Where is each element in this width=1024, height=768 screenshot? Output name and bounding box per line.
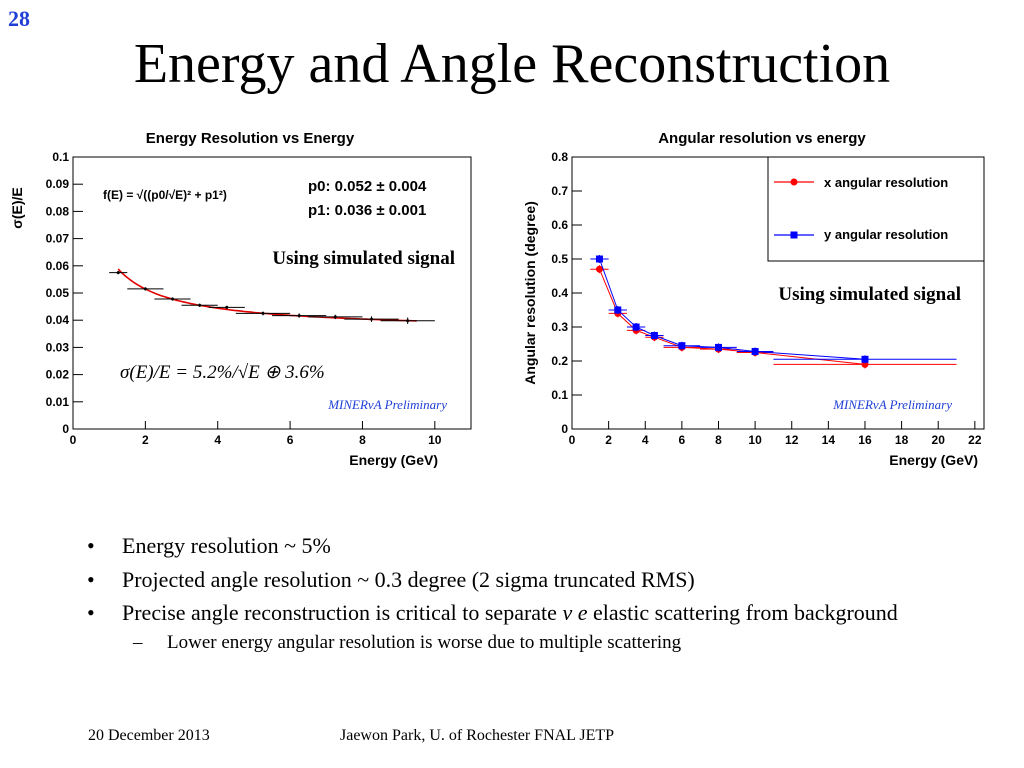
plot-frame	[72, 156, 472, 430]
y-tick-label: 0.2	[551, 354, 568, 368]
data-point-y	[632, 323, 640, 331]
y-tick-label: 0.08	[46, 204, 70, 218]
bullet-item: Energy resolution ~ 5%	[85, 532, 985, 560]
slide-title: Energy and Angle Reconstruction	[133, 33, 891, 95]
x-tick-label: 22	[968, 433, 982, 447]
data-point-y	[595, 255, 603, 263]
y-tick-label: 0.01	[46, 395, 70, 409]
watermark-preliminary: MINERvA Preliminary	[327, 397, 447, 412]
y-tick-label: 0.4	[551, 286, 568, 300]
y-tick-label: 0	[561, 422, 568, 436]
legend: x angular resolution y angular resolutio…	[767, 156, 985, 262]
y-tick-label: 0.3	[551, 320, 568, 334]
x-tick-label: 4	[642, 433, 649, 447]
data-point	[333, 315, 337, 319]
fit-formula: f(E) = √((p0/√E)² + p1²)	[103, 188, 227, 202]
fit-param-p1: p1: 0.036 ± 0.001	[308, 202, 426, 219]
x-tick-label: 0	[569, 433, 576, 447]
y-tick-label: 0.6	[551, 218, 568, 232]
legend-box	[767, 156, 985, 262]
fit-formula-text: f(E) = √((p0/√E)² + p1²)	[103, 188, 227, 202]
x-tick-label: 0	[70, 433, 77, 447]
data-point	[116, 271, 120, 275]
y-tick-label: 0.03	[46, 340, 70, 354]
data-point-y	[751, 347, 759, 355]
y-tick-label: 0.1	[551, 388, 568, 402]
data-point-y	[650, 332, 658, 339]
legend-label-x: x angular resolution	[824, 175, 948, 190]
footer-date: 20 December 2013	[88, 727, 210, 744]
x-tick-label: 20	[932, 433, 946, 447]
angular-resolution-chart: Angular resolution vs energy Energy (GeV…	[522, 130, 985, 468]
x-axis-label: Energy (GeV)	[889, 452, 978, 468]
bullet-text: Precise angle reconstruction is critical…	[122, 600, 563, 625]
bullet-list: Energy resolution ~ 5% Projected angle r…	[85, 532, 985, 660]
data-point-y	[678, 342, 686, 350]
y-tick-label: 0.06	[46, 259, 70, 273]
footer-author: Jaewon Park, U. of Rochester FNAL JETP	[340, 727, 615, 744]
energy-resolution-chart: Energy Resolution vs Energy Energy (GeV)…	[9, 130, 472, 468]
legend-marker-y	[790, 231, 798, 239]
annotation-simulated: Using simulated signal	[272, 248, 455, 269]
y-tick-label: 0.8	[551, 150, 568, 164]
data-point	[406, 319, 410, 323]
data-point	[261, 311, 265, 315]
x-tick-label: 10	[428, 433, 442, 447]
chart-title: Energy Resolution vs Energy	[146, 130, 355, 147]
x-axis-label: Energy (GeV)	[349, 452, 438, 468]
data-point-y	[714, 343, 722, 351]
data-point-x	[595, 265, 603, 273]
y-tick-label: 0.05	[46, 286, 70, 300]
y-tick-label: 0.04	[46, 313, 70, 327]
data-point	[225, 305, 229, 309]
y-axis-label: Angular resolution (degree)	[522, 201, 538, 385]
data-point	[370, 317, 373, 321]
y-tick-label: 0	[62, 422, 69, 436]
x-tick-label: 8	[715, 433, 722, 447]
y-tick-label: 0.1	[52, 150, 69, 164]
legend-marker-x	[790, 178, 798, 186]
x-tick-label: 8	[359, 433, 366, 447]
x-tick-label: 16	[858, 433, 872, 447]
data-point	[198, 303, 202, 307]
y-tick-label: 0.02	[46, 368, 70, 382]
legend-label-y: y angular resolution	[824, 227, 948, 242]
x-tick-label: 4	[214, 433, 221, 447]
data-point-y	[614, 306, 622, 314]
x-tick-label: 12	[785, 433, 799, 447]
bullet-item: Precise angle reconstruction is critical…	[85, 599, 985, 627]
bullet-item: Projected angle resolution ~ 0.3 degree …	[85, 566, 985, 594]
x-tick-label: 18	[895, 433, 909, 447]
sub-bullet-item: Lower energy angular resolution is worse…	[85, 631, 985, 655]
watermark-preliminary: MINERvA Preliminary	[832, 397, 952, 412]
slide-number: 28	[8, 6, 30, 31]
y-tick-label: 0.09	[46, 177, 70, 191]
data-point-y	[861, 355, 869, 363]
y-tick-label: 0.5	[551, 252, 568, 266]
x-tick-label: 10	[748, 433, 762, 447]
data-point	[297, 314, 301, 318]
bullet-text: elastic scattering from background	[587, 600, 898, 625]
y-tick-label: 0.07	[46, 232, 70, 246]
x-tick-label: 6	[679, 433, 686, 447]
resolution-formula: σ(E)/E = 5.2%/√E ⊕ 3.6%	[120, 362, 325, 383]
data-point	[171, 297, 174, 301]
annotation-simulated: Using simulated signal	[778, 284, 961, 305]
x-tick-label: 2	[605, 433, 612, 447]
y-tick-label: 0.7	[551, 184, 568, 198]
x-tick-label: 6	[287, 433, 294, 447]
x-tick-label: 14	[822, 433, 836, 447]
fit-param-p0: p0: 0.052 ± 0.004	[308, 178, 427, 195]
chart-title: Angular resolution vs energy	[658, 130, 866, 147]
x-tick-label: 2	[142, 433, 149, 447]
y-axis-label: σ(E)/E	[9, 187, 25, 228]
data-point	[143, 287, 147, 291]
bullet-italic: ν e	[562, 600, 588, 625]
